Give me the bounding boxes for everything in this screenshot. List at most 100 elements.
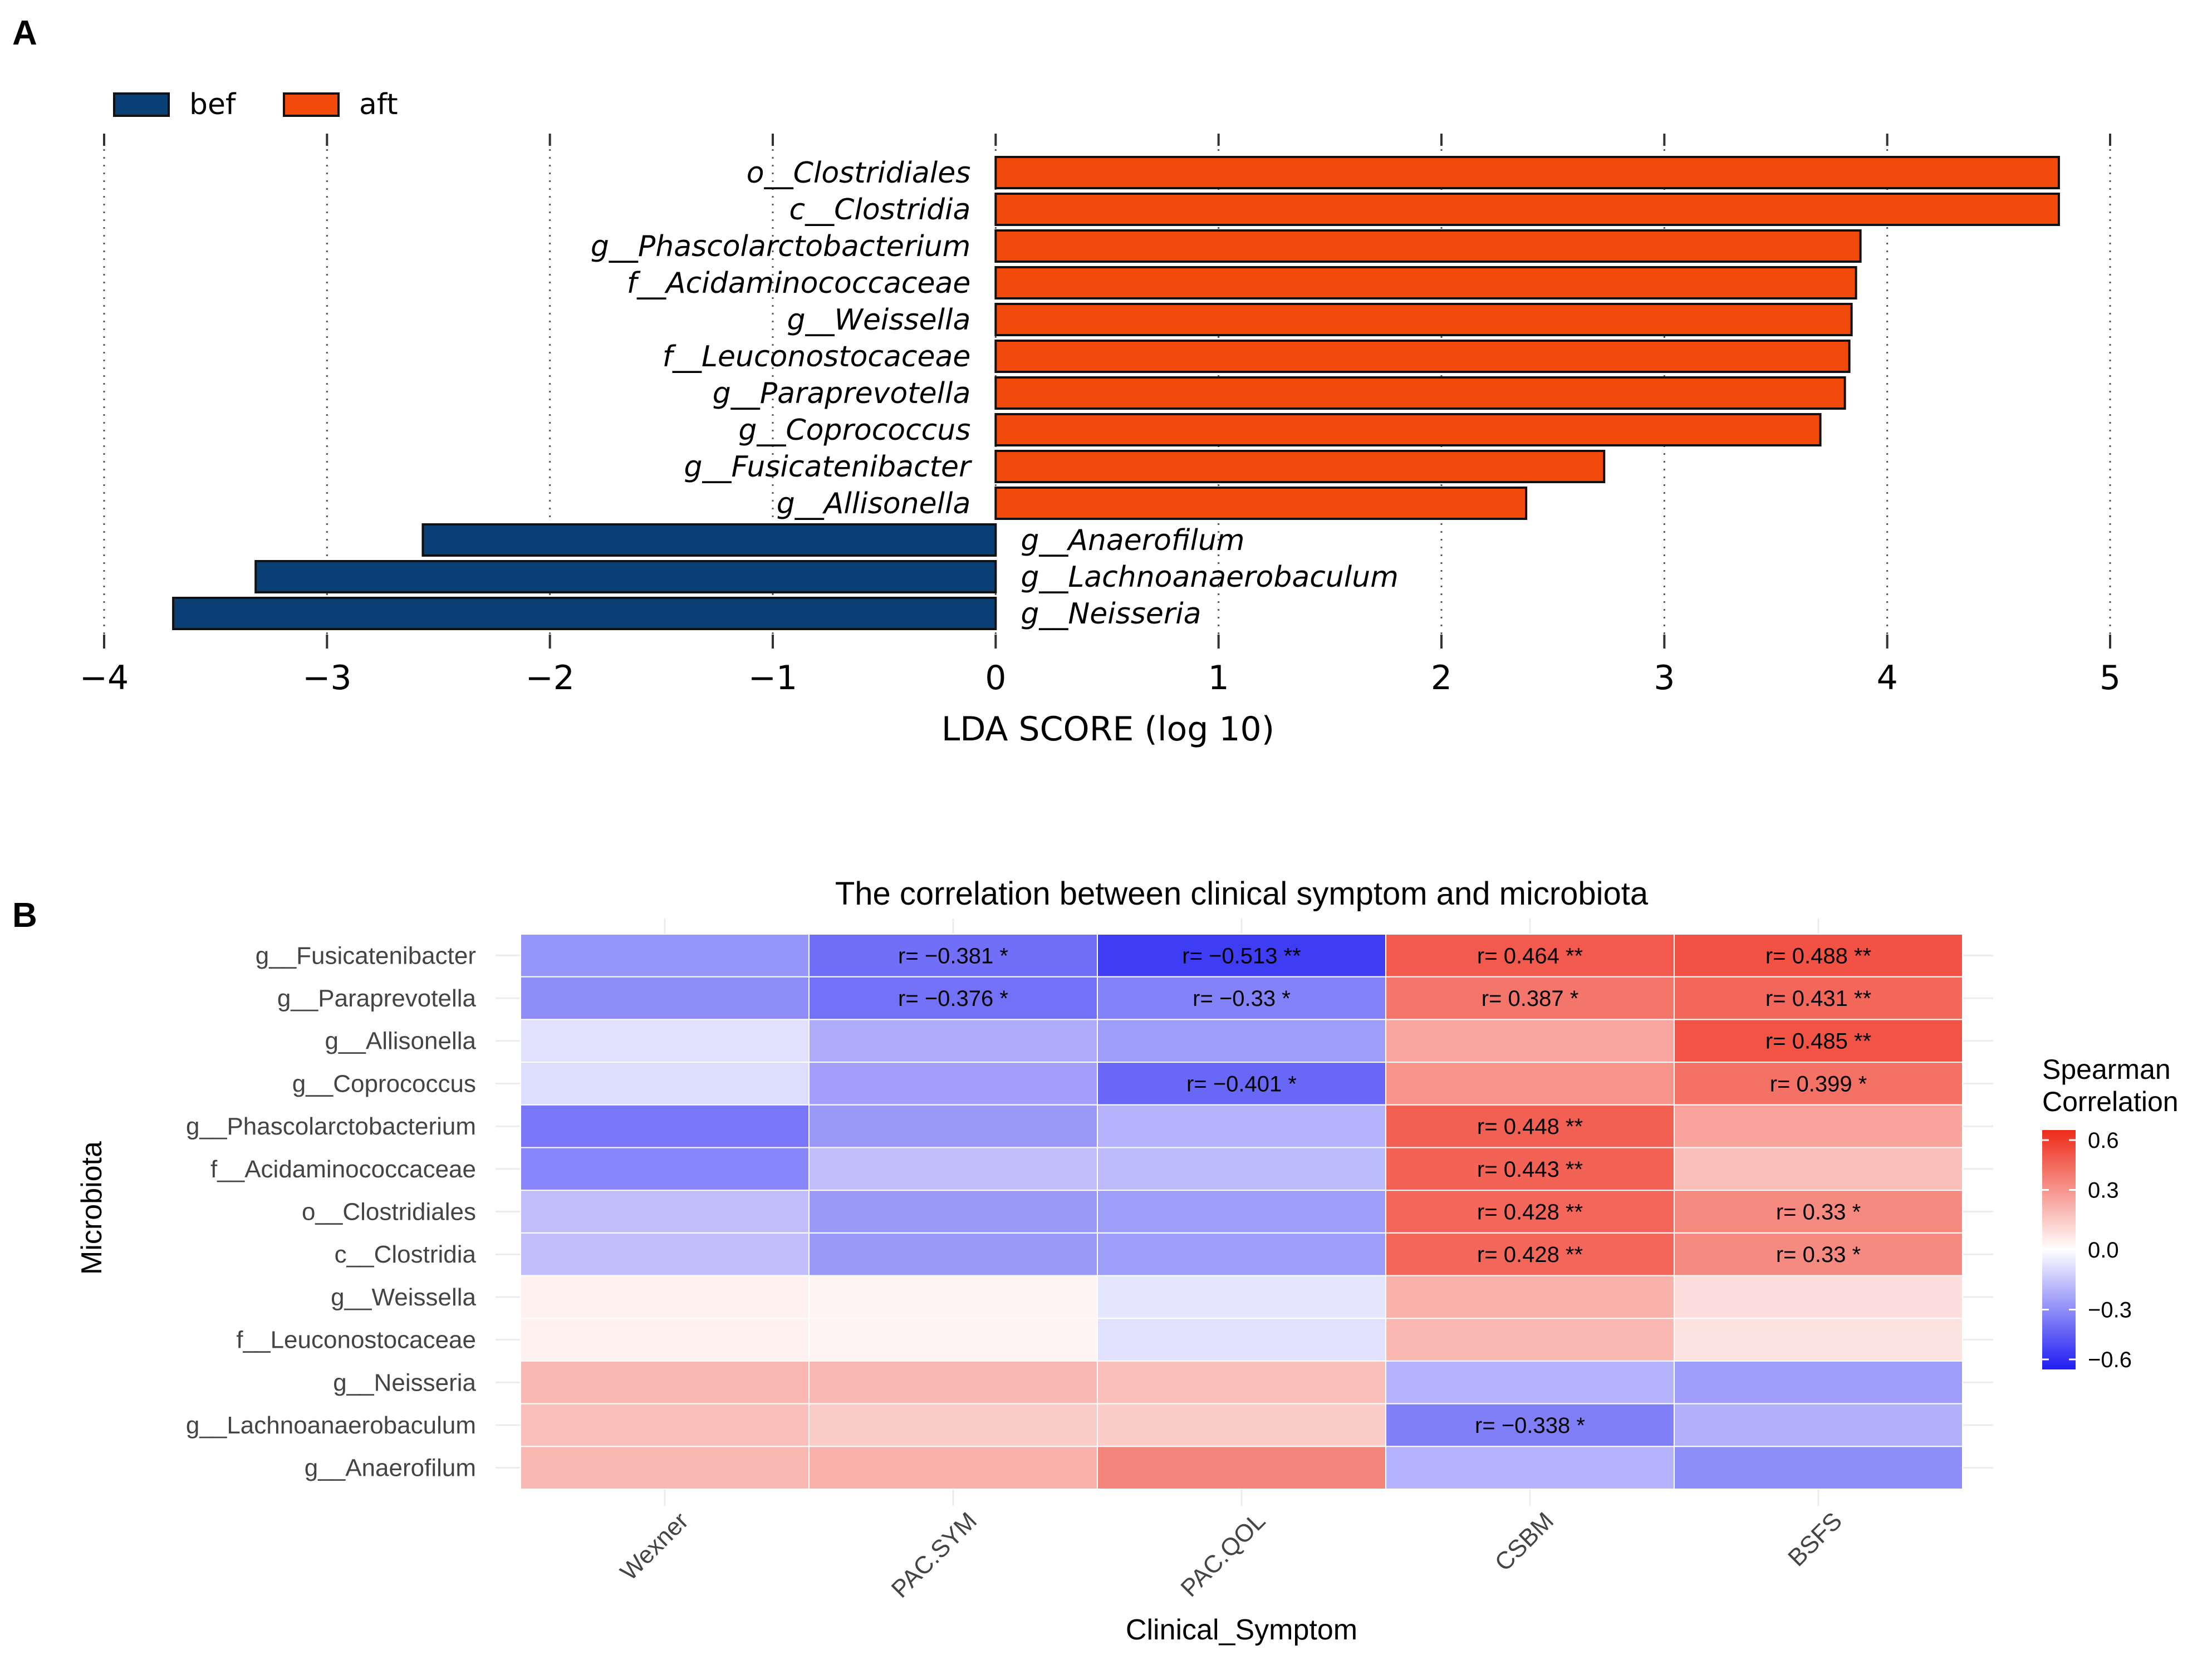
cell-annotation: r= 0.428 ** <box>1477 1243 1583 1267</box>
row-label-g__Fusicatenibacter: g__Fusicatenibacter <box>256 942 476 969</box>
legend-tick-label: −0.3 <box>2088 1298 2132 1323</box>
bar-f__Leuconostocaceae <box>994 340 1851 373</box>
heatmap-cell-g__Anaerofilum-BSFS <box>1674 1446 1963 1490</box>
heatmap-cell-f__Acidaminococcaceae-PAC.QOL <box>1097 1147 1386 1191</box>
heatmap-cell-f__Leuconostocaceae-PAC.QOL <box>1097 1318 1386 1362</box>
heatmap-row-labels: g__Fusicatenibacter g__Paraprevotella g__A… <box>186 942 477 1481</box>
bar-g__Fusicatenibacter <box>994 450 1606 483</box>
taxon-label-g__Coprococcus: g__Coprococcus <box>738 414 970 447</box>
heatmap-cell-g__Fusicatenibacter-PAC.QOL <box>1097 934 1386 978</box>
taxon-label-g__Neisseria: g__Neisseria <box>1021 597 1201 631</box>
heatmap-cell-g__Neisseria-PAC.SYM <box>808 1360 1098 1404</box>
heatmap-cell-g__Weissella-Wexner <box>520 1275 810 1319</box>
heatmap-cell-o__Clostridiales-PAC.QOL <box>1097 1190 1386 1234</box>
heatmap-cell-g__Weissella-BSFS <box>1674 1275 1963 1319</box>
taxon-label-o__Clostridiales: o__Clostridiales <box>747 156 971 190</box>
legend-title-line: Correlation <box>2042 1086 2179 1117</box>
heatmap-cell-g__Paraprevotella-BSFS <box>1674 976 1963 1020</box>
panel-b-label: B <box>12 896 37 935</box>
heatmap-cell-g__Lachnoanaerobaculum-Wexner <box>520 1403 810 1447</box>
heatmap-cell-g__Phascolarctobacterium-BSFS <box>1674 1104 1963 1148</box>
heatmap-cell-f__Acidaminococcaceae-PAC.SYM <box>808 1147 1098 1191</box>
heatmap-cell-g__Fusicatenibacter-PAC.SYM <box>808 934 1098 978</box>
heatmap-column-labels: Wexner PAC.SYM PAC.QOL CSBM BSFS <box>615 1507 1847 1603</box>
heatmap-cell-g__Neisseria-BSFS <box>1674 1360 1963 1404</box>
heatmap-cell-g__Phascolarctobacterium-Wexner <box>520 1104 810 1148</box>
legend-swatch-aft <box>283 92 340 117</box>
x-tick-label-5: 5 <box>2100 659 2121 698</box>
taxon-label-g__Anaerofilum: g__Anaerofilum <box>1021 524 1244 557</box>
legend-tick-label: 0.3 <box>2088 1178 2119 1203</box>
heatmap-cell-c__Clostridia-BSFS <box>1674 1232 1963 1276</box>
heatmap-cell-g__Anaerofilum-PAC.SYM <box>808 1446 1098 1490</box>
heatmap-cell-g__Coprococcus-PAC.SYM <box>808 1062 1098 1106</box>
heatmap-cell-g__Neisseria-Wexner <box>520 1360 810 1404</box>
x-tick-label--2: −2 <box>525 659 574 698</box>
heatmap-cell-g__Phascolarctobacterium-PAC.QOL <box>1097 1104 1386 1148</box>
heatmap-cell-g__Coprococcus-Wexner <box>520 1062 810 1106</box>
bar-g__Paraprevotella <box>994 376 1846 410</box>
cell-annotation: r= 0.431 ** <box>1765 986 1871 1011</box>
taxon-label-g__Phascolarctobacterium: g__Phascolarctobacterium <box>591 230 970 263</box>
x-tick-label--1: −1 <box>748 659 797 698</box>
heatmap-cell-g__Paraprevotella-CSBM <box>1385 976 1675 1020</box>
x-tick-label--3: −3 <box>302 659 351 698</box>
row-label-g__Anaerofilum: g__Anaerofilum <box>305 1455 476 1482</box>
heatmap-cell-g__Lachnoanaerobaculum-PAC.QOL <box>1097 1403 1386 1447</box>
cell-annotation: r= −0.381 * <box>898 944 1008 968</box>
x-tick-label-2: 2 <box>1431 659 1452 698</box>
x-tick-label-1: 1 <box>1208 659 1229 698</box>
cell-annotation: r= 0.488 ** <box>1765 944 1871 968</box>
heatmap-cell-g__Coprococcus-CSBM <box>1385 1062 1675 1106</box>
heatmap-cell-g__Phascolarctobacterium-PAC.SYM <box>808 1104 1098 1148</box>
cell-annotation: r= 0.485 ** <box>1765 1029 1871 1054</box>
heatmap-cell-g__Neisseria-PAC.QOL <box>1097 1360 1386 1404</box>
bar-f__Acidaminococcaceae <box>994 266 1857 299</box>
heatmap-cell-c__Clostridia-Wexner <box>520 1232 810 1276</box>
row-label-g__Weissella: g__Weissella <box>331 1284 476 1311</box>
legend-tick-label: 0.6 <box>2088 1128 2119 1153</box>
cell-annotation: r= −0.376 * <box>898 986 1008 1011</box>
lda-x-axis-label: LDA SCORE (log 10) <box>941 710 1274 749</box>
heatmap-cell-g__Paraprevotella-Wexner <box>520 976 810 1020</box>
heatmap-title: The correlation between clinical symptom… <box>835 876 1649 912</box>
row-label-c__Clostridia: c__Clostridia <box>335 1241 477 1268</box>
cell-annotation: r= −0.338 * <box>1475 1413 1585 1438</box>
heatmap-cell-f__Leuconostocaceae-Wexner <box>520 1318 810 1362</box>
taxon-label-g__Paraprevotella: g__Paraprevotella <box>713 377 971 410</box>
heatmap-cell-o__Clostridiales-PAC.SYM <box>808 1190 1098 1234</box>
heatmap-cell-g__Fusicatenibacter-Wexner <box>520 934 810 978</box>
heatmap-cell-c__Clostridia-PAC.QOL <box>1097 1232 1386 1276</box>
lda-bars <box>172 156 2060 630</box>
row-label-g__Coprococcus: g__Coprococcus <box>292 1070 476 1097</box>
heatmap-cell-o__Clostridiales-Wexner <box>520 1190 810 1234</box>
x-tick-label-3: 3 <box>1654 659 1675 698</box>
heatmap-cell-g__Allisonella-Wexner <box>520 1019 810 1063</box>
cell-annotation: r= −0.401 * <box>1186 1072 1297 1096</box>
column-label-BSFS: BSFS <box>1783 1507 1847 1571</box>
heatmap-y-axis-label: Microbiota <box>76 1141 108 1275</box>
heatmap-cell-f__Leuconostocaceae-CSBM <box>1385 1318 1675 1362</box>
row-label-g__Lachnoanaerobaculum: g__Lachnoanaerobaculum <box>186 1412 476 1439</box>
bar-g__Coprococcus <box>994 413 1822 446</box>
heatmap-cell-f__Acidaminococcaceae-CSBM <box>1385 1147 1675 1191</box>
column-label-Wexner: Wexner <box>615 1507 694 1585</box>
heatmap-cell-g__Neisseria-CSBM <box>1385 1360 1675 1404</box>
bar-g__Anaerofilum <box>421 523 997 557</box>
heatmap-cell-g__Allisonella-PAC.SYM <box>808 1019 1098 1063</box>
taxon-label-c__Clostridia: c__Clostridia <box>789 193 971 227</box>
heatmap-x-axis-label: Clinical_Symptom <box>1126 1614 1357 1646</box>
bar-g__Weissella <box>994 303 1853 336</box>
heatmap-cell-g__Paraprevotella-PAC.QOL <box>1097 976 1386 1020</box>
bar-g__Phascolarctobacterium <box>994 229 1862 263</box>
row-label-g__Neisseria: g__Neisseria <box>333 1369 476 1396</box>
lda-taxon-labels: o__Clostridialesc__Clostridiag__Phascola… <box>591 156 1399 631</box>
heatmap-cells: r= −0.381 * r= −0.513 ** r= 0.464 ** r= 0.4… <box>520 934 1963 1490</box>
column-label-CSBM: CSBM <box>1490 1507 1559 1577</box>
heatmap-cell-g__Allisonella-PAC.QOL <box>1097 1019 1386 1063</box>
x-tick-label--4: −4 <box>80 659 129 698</box>
cell-annotation: r= 0.448 ** <box>1477 1114 1583 1139</box>
heatmap-cell-g__Fusicatenibacter-CSBM <box>1385 934 1675 978</box>
